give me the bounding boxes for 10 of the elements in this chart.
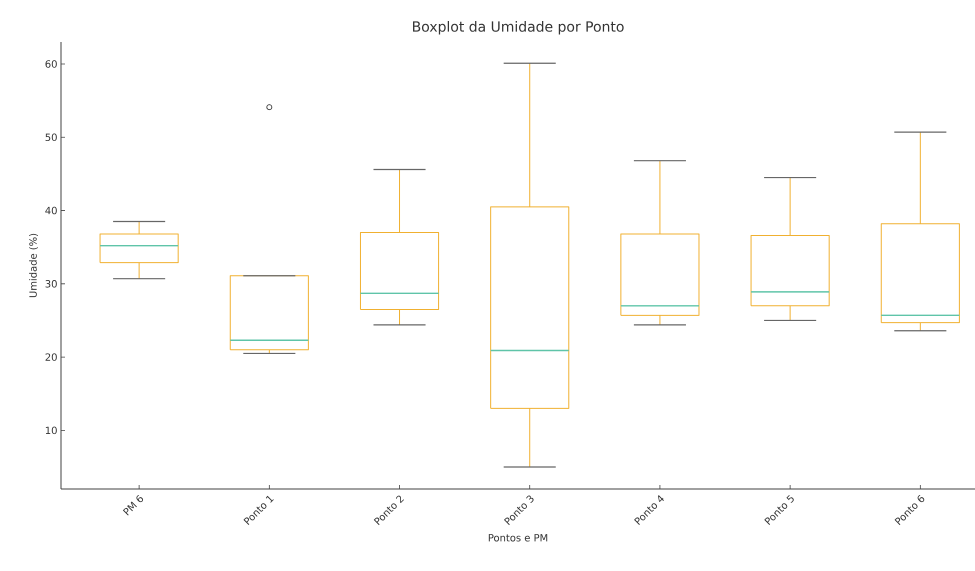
y-tick-label: 20 — [46, 353, 57, 361]
x-axis-title: Pontos e PM — [488, 534, 548, 542]
y-tick-label: 50 — [46, 133, 57, 142]
chart-title: Boxplot da Umidade por Ponto — [413, 21, 624, 34]
y-tick-label: 30 — [46, 280, 57, 288]
y-axis-title: Umidade (%) — [29, 234, 38, 298]
y-tick-label: 60 — [46, 60, 57, 68]
y-tick-label: 40 — [45, 206, 57, 214]
y-tick-label: 10 — [46, 426, 57, 434]
x-tick-label: PM 6 — [122, 494, 144, 516]
